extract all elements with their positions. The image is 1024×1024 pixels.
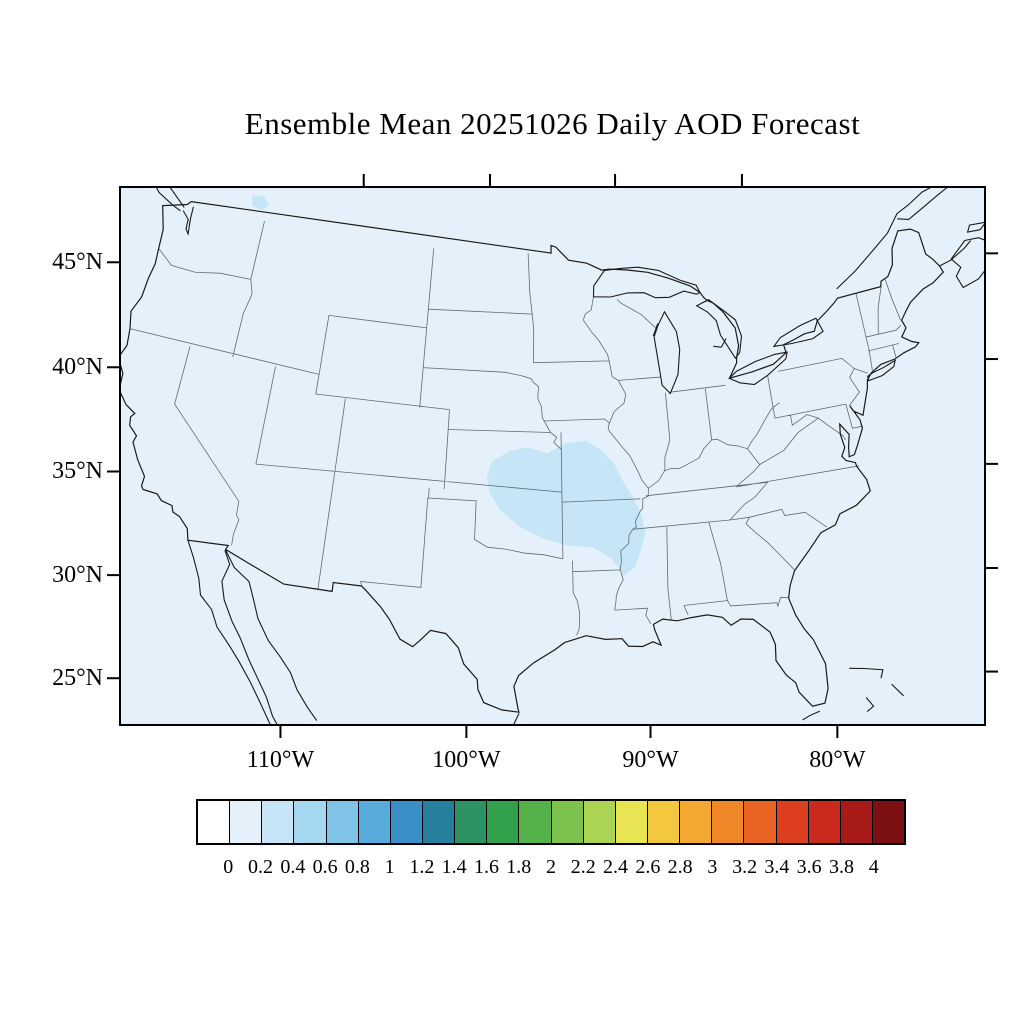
colorbar-segment [840, 801, 873, 843]
colorbar-tick-label: 3.2 [732, 856, 758, 878]
colorbar-tick-label: 0.4 [280, 856, 306, 878]
colorbar-segment [615, 801, 648, 843]
lat-tick-label: 40°N [52, 354, 103, 381]
map-layers [120, 187, 985, 725]
colorbar-tick-label: 1.4 [441, 856, 467, 878]
colorbar-segment [551, 801, 584, 843]
colorbar-tick-label: 3.6 [796, 856, 822, 878]
colorbar-tick-label: 1.8 [506, 856, 532, 878]
colorbar-segment [390, 801, 423, 843]
colorbar-segment [583, 801, 616, 843]
figure-title: Ensemble Mean 20251026 Daily AOD Forecas… [244, 106, 861, 141]
colorbar [196, 799, 906, 845]
colorbar-segment [358, 801, 391, 843]
colorbar-tick-label: 3.8 [828, 856, 854, 878]
lat-tick-label: 35°N [52, 458, 103, 485]
colorbar-segment [744, 801, 777, 843]
colorbar-tick-label: 2.4 [603, 856, 629, 878]
colorbar-segment [422, 801, 456, 843]
colorbar-tick-label: 4 [868, 856, 879, 878]
colorbar-tick-label: 3 [707, 856, 718, 878]
colorbar-segment [230, 801, 263, 843]
colorbar-segment [198, 801, 231, 843]
colorbar-tick-label: 1 [384, 856, 395, 878]
colorbar-segment [262, 801, 295, 843]
colorbar-tick-label: 2.6 [635, 856, 661, 878]
colorbar-tick-label: 2.8 [667, 856, 693, 878]
colorbar-tick-label: 0.6 [312, 856, 338, 878]
colorbar-segment [872, 801, 905, 843]
lon-tick-label: 90°W [622, 747, 679, 773]
colorbar-tick-label: 0.2 [248, 856, 274, 878]
colorbar-segment [487, 801, 520, 843]
colorbar-tick-label: 0.8 [344, 856, 370, 878]
lon-tick-label: 100°W [432, 747, 501, 773]
lat-tick-label: 30°N [52, 562, 103, 589]
state-borders [130, 221, 902, 636]
colorbar-segment [712, 801, 745, 843]
colorbar-segment [647, 801, 681, 843]
colorbar-tick-label: 3.4 [764, 856, 790, 878]
coastline-details [155, 187, 972, 725]
colorbar-segment [455, 801, 488, 843]
colorbar-segment [519, 801, 552, 843]
lat-tick-label: 25°N [52, 665, 103, 692]
conus-coastline-borders [120, 200, 945, 713]
map-axes [107, 174, 998, 738]
colorbar-tick-label: 2 [546, 856, 556, 878]
lat-tick-label: 45°N [52, 249, 103, 276]
map-frame [119, 186, 986, 726]
colorbar-segment [294, 801, 327, 843]
colorbar-segment [808, 801, 841, 843]
colorbar-tick-label: 1.2 [409, 856, 435, 878]
colorbar-tick-label: 1.6 [473, 856, 499, 878]
islands-outline [867, 221, 985, 382]
aod-patch-0.2-0.4 [120, 195, 646, 576]
colorbar-segment [776, 801, 809, 843]
colorbar-segment [326, 801, 359, 843]
colorbar-tick-label: 2.2 [570, 856, 596, 878]
lon-tick-label: 80°W [809, 747, 866, 773]
colorbar-tick-label: 0 [223, 856, 234, 878]
lon-tick-label: 110°W [246, 747, 315, 773]
colorbar-segment [680, 801, 713, 843]
